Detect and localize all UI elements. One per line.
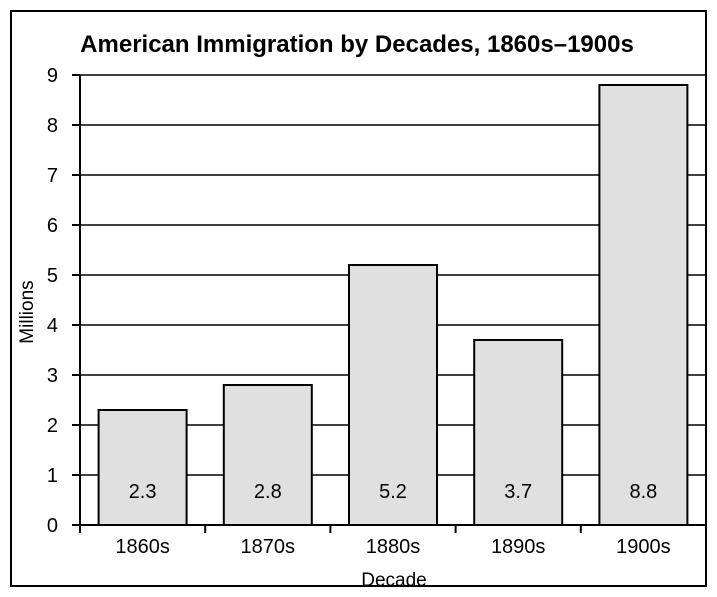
bar-1900s — [598, 84, 689, 526]
y-tick-label: 7 — [47, 165, 58, 187]
bar-1860s — [97, 409, 188, 526]
y-tick-label: 0 — [47, 515, 58, 537]
y-tick-label: 8 — [47, 115, 58, 137]
y-tick-label: 1 — [47, 465, 58, 487]
y-tick-label: 4 — [47, 315, 58, 337]
y-tick-labels: 0 1 2 3 4 5 6 7 8 9 — [47, 65, 58, 537]
chart-title: American Immigration by Decades, 1860s–1… — [80, 31, 634, 58]
bar-1870s — [222, 384, 313, 526]
y-tick-label: 9 — [47, 65, 58, 87]
data-label-1890s: 3.7 — [504, 481, 532, 503]
y-tick-label: 2 — [47, 415, 58, 437]
data-label-1880s: 5.2 — [379, 481, 407, 503]
y-axis-title: Millions — [17, 280, 38, 343]
y-tick-label: 5 — [47, 265, 58, 287]
data-label-1900s: 8.8 — [629, 481, 657, 503]
x-tick-labels: 1860s 1870s 1880s 1890s 1900s — [115, 536, 670, 558]
x-tick-label-1860s: 1860s — [115, 536, 170, 558]
x-tick-label-1880s: 1880s — [366, 536, 421, 558]
y-tick-label: 3 — [47, 365, 58, 387]
x-tick-label-1890s: 1890s — [491, 536, 546, 558]
bars — [97, 84, 689, 526]
y-tick-label: 6 — [47, 215, 58, 237]
x-axis-title: Decade — [361, 570, 427, 591]
data-label-1870s: 2.8 — [254, 481, 282, 503]
axes — [72, 74, 707, 533]
x-tick-label-1900s: 1900s — [616, 536, 671, 558]
data-labels: 2.3 2.8 5.2 3.7 8.8 — [129, 481, 658, 503]
data-label-1860s: 2.3 — [129, 481, 157, 503]
x-tick-label-1870s: 1870s — [241, 536, 296, 558]
